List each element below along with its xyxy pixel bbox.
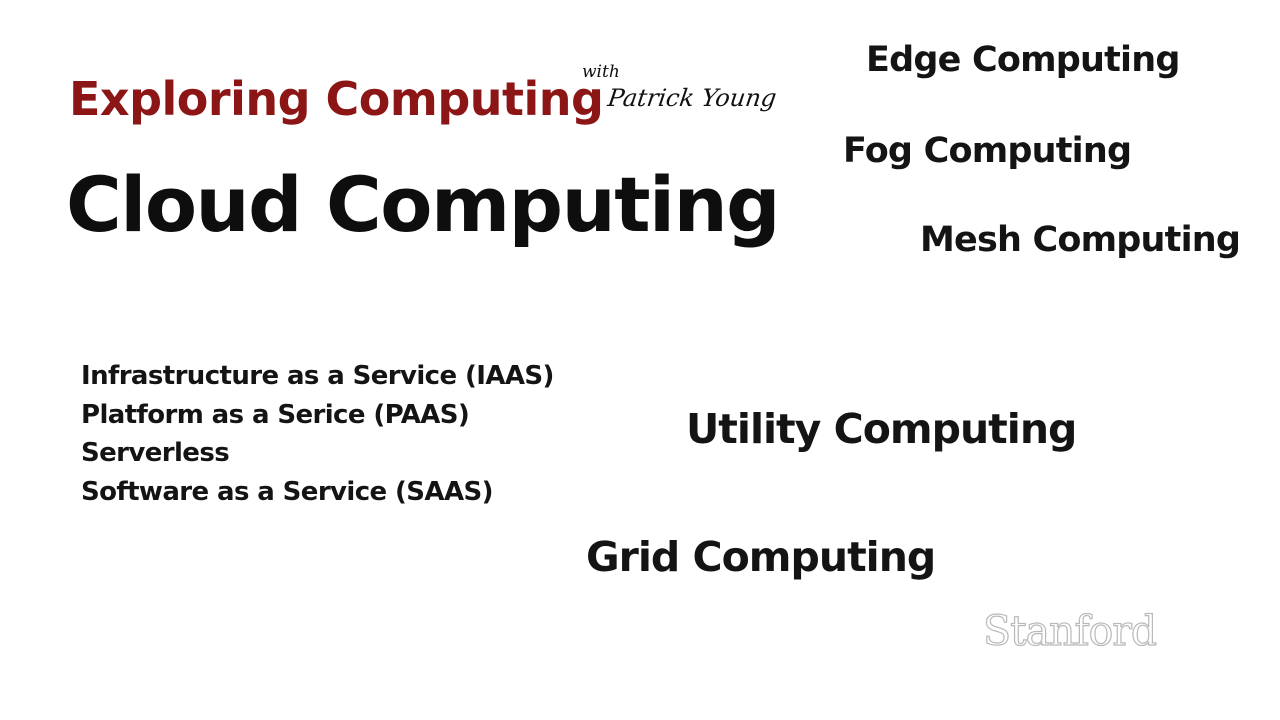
term-mesh-computing: Mesh Computing bbox=[920, 220, 1241, 260]
list-item: Serverless bbox=[81, 438, 230, 468]
stanford-logo: Stanford bbox=[982, 606, 1157, 655]
service-models-list: Infrastructure as a Service (IAAS) Platf… bbox=[81, 357, 554, 511]
term-fog-computing: Fog Computing bbox=[843, 131, 1132, 171]
with-label: with bbox=[582, 62, 620, 82]
main-title: Cloud Computing bbox=[66, 160, 781, 249]
term-edge-computing: Edge Computing bbox=[866, 40, 1180, 80]
list-item: Infrastructure as a Service (IAAS) bbox=[81, 361, 554, 391]
presenter-name: Patrick Young bbox=[606, 84, 779, 112]
term-grid-computing: Grid Computing bbox=[586, 533, 936, 581]
series-title: Exploring Computing bbox=[69, 72, 604, 126]
term-utility-computing: Utility Computing bbox=[686, 405, 1077, 453]
list-item: Platform as a Serice (PAAS) bbox=[81, 399, 470, 430]
list-item: Software as a Service (SAAS) bbox=[81, 476, 493, 507]
